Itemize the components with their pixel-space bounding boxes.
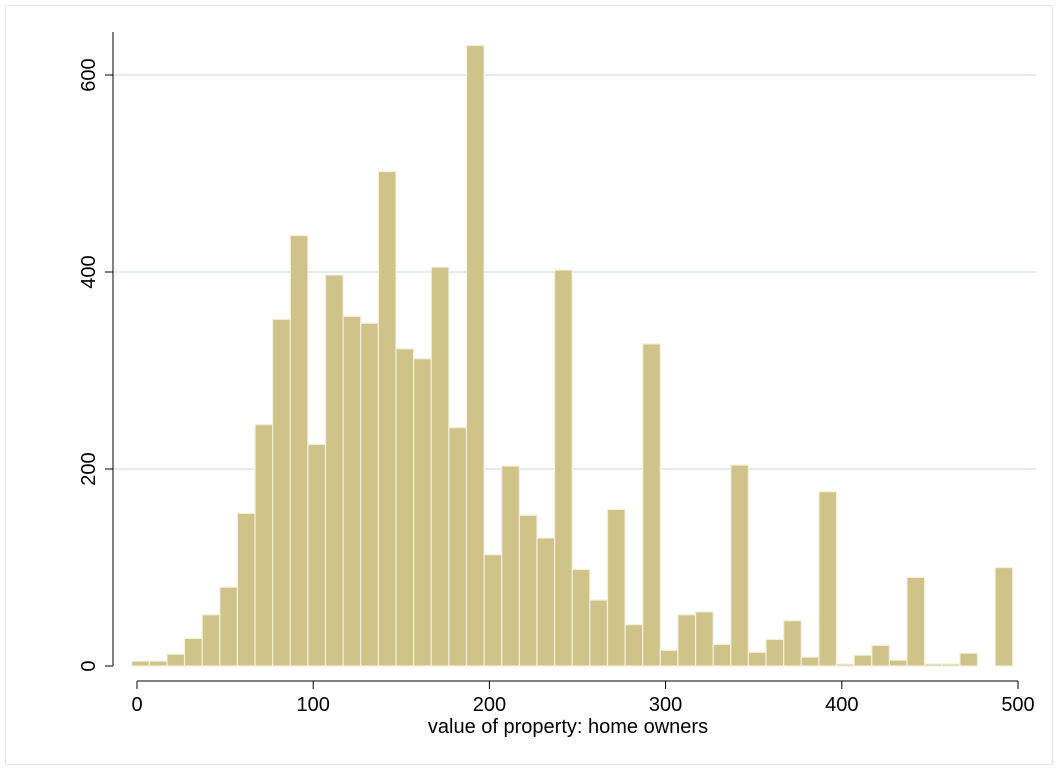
y-tick-label: 600 [78, 58, 100, 91]
x-tick-label: 400 [825, 694, 858, 716]
histogram-bar [131, 660, 150, 667]
histogram-bar [888, 659, 908, 667]
histogram-bar [377, 170, 397, 667]
histogram-bar [413, 358, 432, 667]
chart-frame: 0 100 200 300 400 500 0 200 400 600 value of prop… [5, 5, 1053, 765]
histogram-bar [254, 424, 274, 667]
histogram-bar [360, 322, 379, 667]
x-axis-label: value of property: home owners [428, 716, 708, 738]
histogram-bar [712, 643, 732, 667]
histogram-bar [747, 651, 767, 667]
histogram-bar [941, 663, 961, 667]
histogram-bar [606, 508, 626, 667]
histogram-bar [307, 443, 327, 667]
histogram-bar [430, 266, 450, 667]
histogram-bar [730, 464, 750, 667]
histogram-bar [818, 491, 838, 667]
histogram-bar [272, 318, 291, 667]
histogram-bar [853, 654, 873, 667]
histogram-bar [342, 315, 362, 667]
histogram-bar [906, 576, 926, 667]
histogram-bar [501, 465, 520, 667]
histogram-bar [642, 343, 661, 667]
histogram-bar [571, 568, 591, 667]
x-tick-label: 500 [1001, 694, 1034, 716]
histogram-bar [871, 644, 890, 667]
histogram-bar [765, 638, 785, 667]
histogram-bar [677, 614, 697, 667]
histogram-bar [518, 514, 538, 667]
histogram-bar [624, 624, 644, 667]
bars [131, 44, 1014, 667]
histogram-bar [324, 274, 344, 667]
histogram-bar [800, 656, 820, 667]
histogram-bar [395, 348, 415, 667]
histogram-bar [483, 554, 503, 667]
ticks: 0 100 200 300 400 500 0 200 400 600 [78, 58, 1035, 716]
gridlines [113, 74, 1036, 470]
histogram-bar [994, 566, 1014, 667]
histogram-bar [465, 44, 485, 667]
histogram-bar [289, 234, 309, 667]
x-tick-label: 300 [649, 694, 682, 716]
histogram-bar [783, 620, 802, 667]
histogram-bar [236, 512, 256, 667]
histogram-bar [148, 660, 168, 667]
histogram-bar [183, 637, 203, 667]
histogram-bar [166, 653, 186, 667]
histogram-bar [835, 663, 855, 667]
axes [112, 32, 1018, 682]
histogram-bar [694, 611, 714, 667]
histogram-bar [589, 599, 609, 667]
histogram-bar [553, 269, 573, 667]
histogram-bar [959, 652, 979, 667]
y-tick-label: 200 [78, 452, 100, 485]
histogram-bar [219, 586, 239, 667]
x-tick-label: 200 [473, 694, 506, 716]
histogram-bar [659, 649, 679, 667]
x-tick-label: 0 [131, 694, 142, 716]
histogram-bar [924, 663, 943, 667]
histogram-bar [201, 614, 221, 667]
histogram-chart: 0 100 200 300 400 500 0 200 400 600 value of prop… [78, 32, 1036, 738]
histogram-bar [536, 537, 556, 667]
histogram-bar [448, 427, 468, 667]
y-tick-label: 0 [78, 660, 100, 671]
x-tick-label: 100 [297, 694, 330, 716]
y-tick-label: 400 [78, 255, 100, 288]
